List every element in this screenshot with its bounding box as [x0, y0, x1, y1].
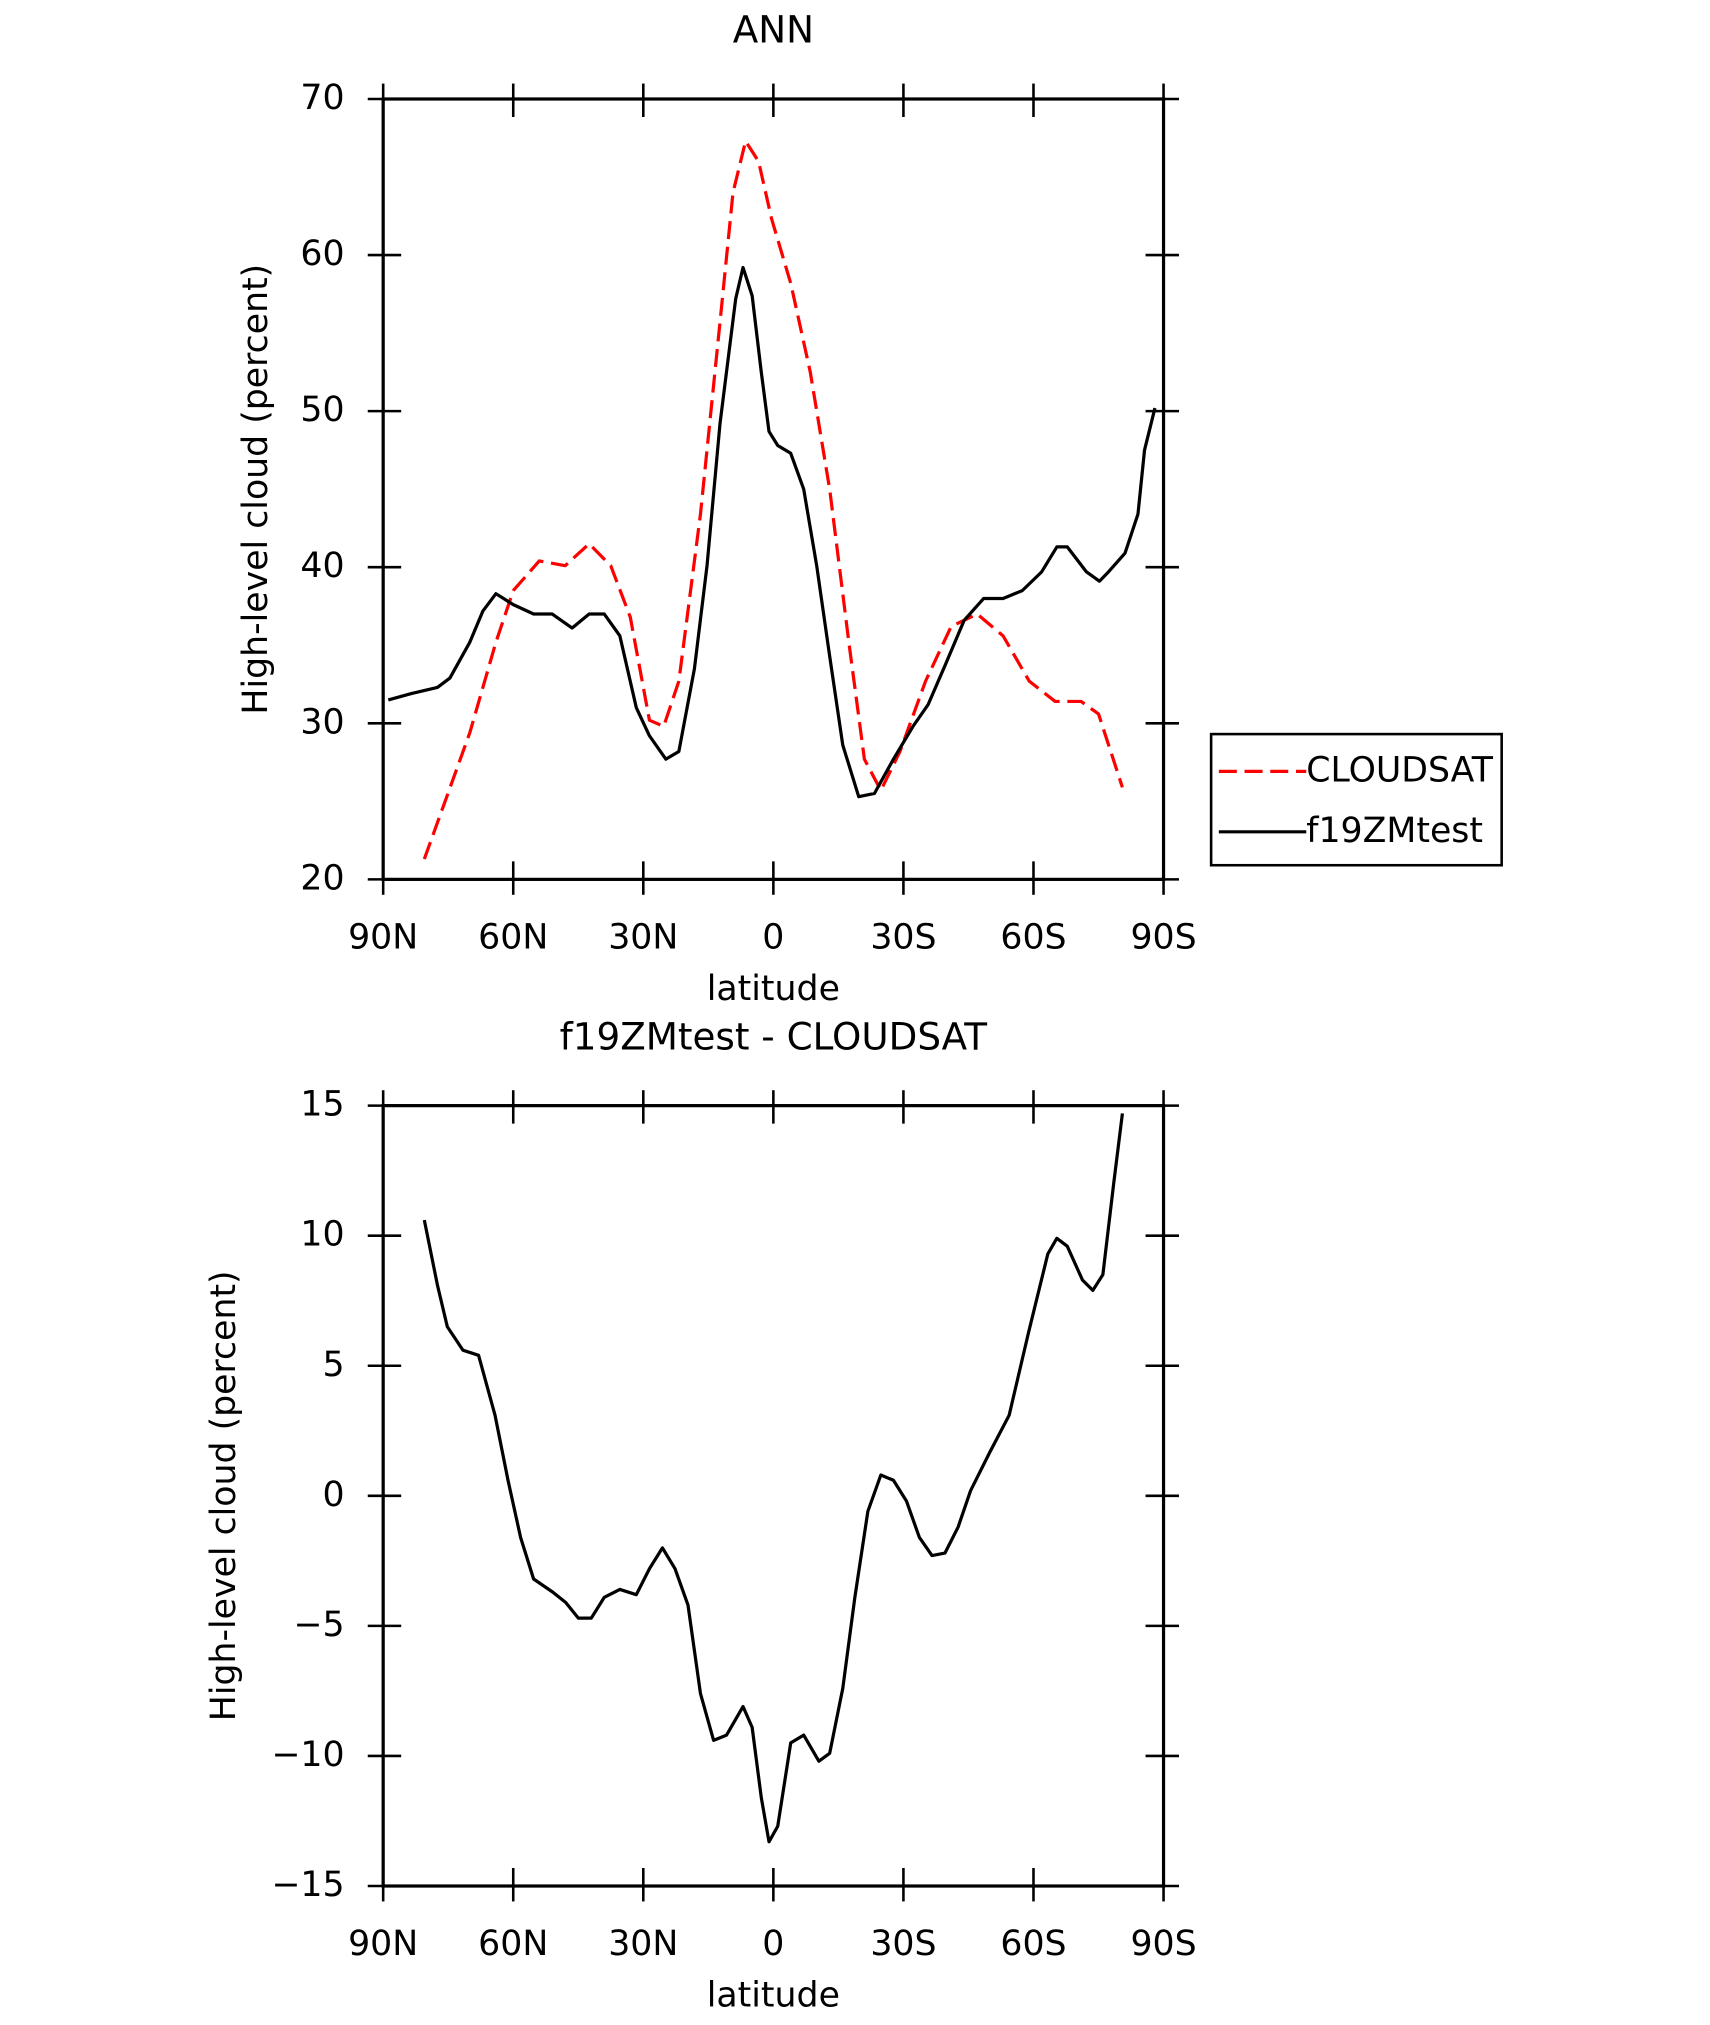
y-tick-label: 10 — [300, 1215, 344, 1255]
y-tick-label: 60 — [300, 234, 344, 274]
x-tick-label: 60N — [478, 918, 548, 958]
chart-title: ANN — [733, 8, 814, 52]
legend-box — [1209, 732, 1503, 867]
plot-frame — [381, 1104, 1166, 1888]
y-tick-label: 30 — [300, 702, 344, 742]
chart-title: f19ZMtest - CLOUDSAT — [560, 1014, 988, 1058]
y-axis-label: High-level cloud (percent) — [236, 264, 276, 715]
y-tick-label: 20 — [300, 858, 344, 898]
data-line — [422, 139, 1124, 860]
plot-frame — [381, 97, 1166, 881]
x-tick-label: 30N — [608, 918, 678, 958]
x-tick-label: 0 — [762, 1924, 784, 1964]
y-tick-label: 0 — [323, 1475, 345, 1515]
y-axis-label: High-level cloud (percent) — [204, 1270, 244, 1721]
y-tick-label: −15 — [271, 1865, 344, 1905]
x-axis-label: latitude — [707, 969, 840, 1009]
legend-label: f19ZMtest — [1306, 811, 1483, 851]
x-tick-label: 0 — [762, 918, 784, 958]
x-tick-label: 90N — [348, 918, 418, 958]
data-line — [422, 1113, 1125, 1844]
legend-label: CLOUDSAT — [1306, 750, 1493, 790]
x-tick-label: 30S — [870, 918, 936, 958]
x-tick-label: 30N — [608, 1924, 678, 1964]
y-tick-label: 15 — [300, 1085, 344, 1125]
y-tick-label: −10 — [271, 1735, 344, 1775]
x-tick-label: 60S — [1000, 918, 1066, 958]
y-tick-label: 40 — [300, 546, 344, 586]
x-tick-label: 90N — [348, 1924, 418, 1964]
x-tick-label: 90S — [1130, 1924, 1196, 1964]
y-tick-label: 50 — [300, 390, 344, 430]
x-tick-label: 30S — [870, 1924, 936, 1964]
x-tick-label: 60N — [478, 1924, 548, 1964]
x-tick-label: 60S — [1000, 1924, 1066, 1964]
x-axis-label: latitude — [707, 1976, 840, 2016]
x-tick-label: 90S — [1130, 918, 1196, 958]
y-tick-label: 5 — [323, 1345, 345, 1385]
y-tick-label: 70 — [300, 78, 344, 118]
y-tick-label: −5 — [293, 1605, 344, 1645]
data-line — [387, 265, 1157, 799]
